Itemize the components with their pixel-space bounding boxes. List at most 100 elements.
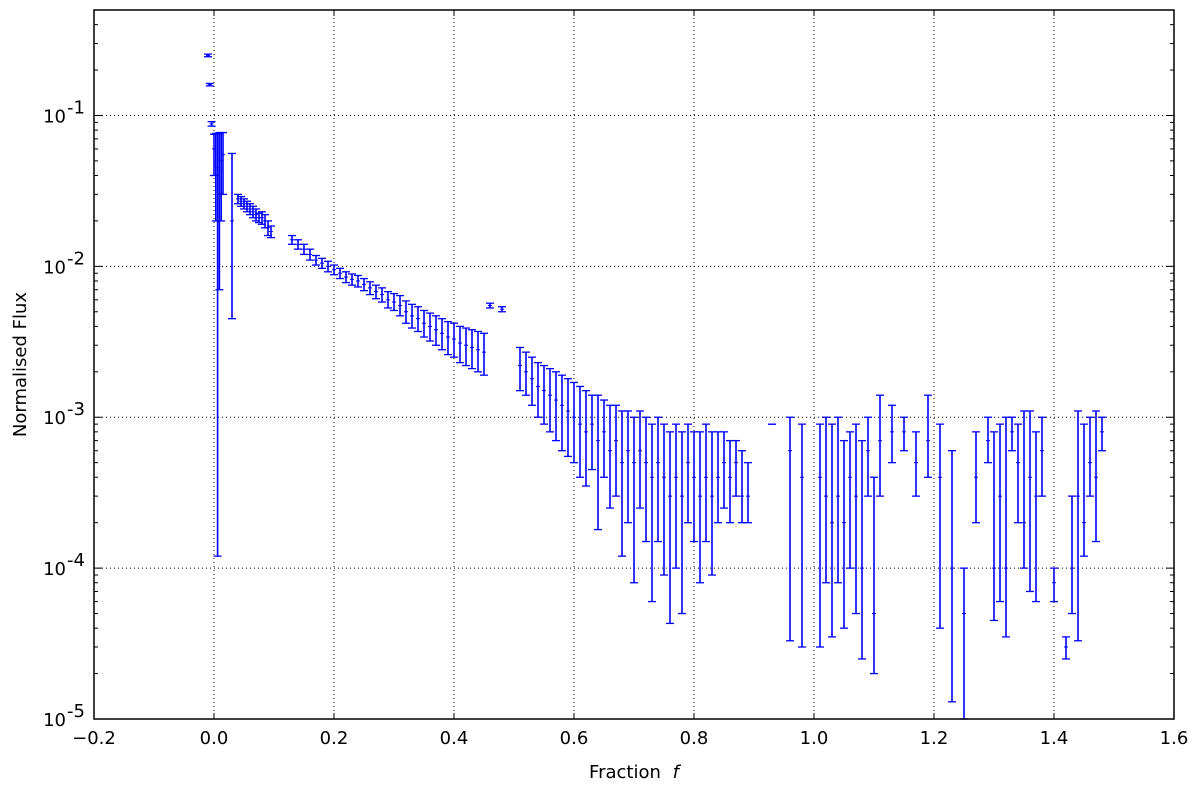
- errorbar-series: [204, 53, 1106, 720]
- errorbar-point: [624, 410, 632, 524]
- x-axis-label: Fraction f: [589, 762, 682, 783]
- errorbar-point: [1092, 410, 1100, 543]
- x-tick-label: 0.0: [200, 728, 229, 749]
- errorbar-point: [330, 264, 338, 276]
- errorbar-point: [312, 254, 320, 266]
- errorbar-point: [534, 362, 542, 418]
- errorbar-point: [672, 423, 680, 569]
- errorbar-point: [498, 306, 506, 313]
- errorbar-point: [360, 277, 368, 292]
- errorbar-point: [630, 416, 638, 584]
- errorbar-point: [858, 439, 866, 660]
- errorbar-point: [816, 423, 824, 648]
- errorbar-point: [576, 385, 584, 478]
- errorbar-point: [205, 82, 214, 87]
- errorbar-point: [876, 394, 884, 497]
- errorbar-point: [690, 431, 698, 543]
- errorbar-point: [402, 300, 410, 324]
- errorbar-point: [822, 416, 830, 584]
- errorbar-point: [474, 330, 482, 373]
- errorbar-point: [564, 378, 572, 458]
- errorbar-point: [738, 450, 746, 524]
- errorbar-point: [213, 132, 222, 557]
- errorbar-point: [1080, 423, 1088, 557]
- errorbar-point: [450, 322, 458, 358]
- errorbar-point: [600, 399, 608, 478]
- errorbar-point: [420, 309, 428, 338]
- errorbar-point: [1098, 416, 1106, 452]
- errorbar-point: [582, 390, 590, 487]
- errorbar-point: [516, 346, 524, 392]
- errorbar-point: [426, 312, 434, 342]
- errorbar-point: [396, 294, 404, 317]
- errorbar-point: [468, 329, 476, 370]
- errorbar-point: [588, 394, 596, 471]
- errorbar-point: [852, 423, 860, 615]
- errorbar-point: [936, 423, 944, 629]
- errorbar-point: [828, 423, 836, 638]
- errorbar-point: [720, 431, 728, 509]
- errorbar-point: [984, 416, 992, 464]
- errorbar-point: [546, 367, 554, 433]
- errorbar-point: [408, 303, 416, 329]
- errorbar-point: [336, 267, 344, 280]
- errorbar-point: [432, 315, 440, 346]
- plot-frame: [93, 9, 1175, 720]
- errorbar-point: [900, 416, 908, 452]
- errorbar-point: [558, 374, 566, 452]
- errorbar-point: [267, 225, 275, 239]
- errorbar-point: [318, 257, 326, 269]
- x-tick-label: 1.6: [1160, 728, 1189, 749]
- errorbar-point: [636, 410, 644, 509]
- errorbar-point: [522, 351, 530, 396]
- errorbar-point: [648, 423, 656, 603]
- errorbar-point: [870, 476, 878, 675]
- errorbar-point: [228, 152, 236, 320]
- errorbar-point: [456, 325, 464, 364]
- errorbar-point: [486, 302, 494, 309]
- y-tick-label: 10: [43, 106, 66, 127]
- errorbar-point: [480, 332, 488, 376]
- y-tick-label-exponent: -1: [67, 97, 85, 118]
- errorbar-point: [996, 423, 1004, 603]
- errorbar-point: [1014, 423, 1022, 524]
- errorbar-point: [414, 306, 422, 333]
- errorbar-point: [288, 234, 296, 245]
- axis-ticks: −0.2 0.0 0.2 0.4 0.6 0.8 1.0 1.2 1.4 1.610 -510 -41…: [43, 10, 1188, 749]
- errorbar-point: [744, 462, 752, 524]
- errorbar-point: [972, 431, 980, 524]
- errorbar-point: [1050, 567, 1058, 603]
- errorbar-point: [372, 284, 380, 300]
- x-tick-label: 0.4: [440, 728, 469, 749]
- errorbar-point: [1026, 410, 1034, 593]
- errorbar-point: [684, 423, 692, 524]
- errorbar-point: [204, 53, 212, 58]
- errorbar-point: [990, 431, 998, 622]
- errorbar-point: [864, 416, 872, 497]
- errorbar-point: [300, 243, 308, 256]
- errorbar-point: [594, 394, 602, 531]
- errorbar-point: [1032, 431, 1040, 603]
- errorbar-point: [696, 431, 704, 584]
- errorbar-point: [1062, 636, 1070, 660]
- errorbar-point: [834, 416, 842, 584]
- x-axis-label-text: Fraction: [589, 762, 661, 783]
- errorbar-point: [912, 431, 920, 497]
- x-tick-label: 1.2: [920, 728, 949, 749]
- errorbar-point: [540, 364, 548, 425]
- y-tick-label-exponent: -2: [67, 248, 85, 269]
- x-tick-label: 0.2: [320, 728, 349, 749]
- errorbar-point: [924, 394, 932, 478]
- errorbar-point: [384, 290, 392, 309]
- errorbar-point: [294, 239, 302, 250]
- y-tick-label-exponent: -5: [67, 701, 85, 722]
- errorbar-point: [660, 423, 668, 576]
- x-tick-label: 1.4: [1040, 728, 1069, 749]
- errorbar-point: [960, 567, 968, 720]
- errorbar-point: [798, 423, 806, 648]
- errorbar-point: [654, 416, 662, 543]
- x-axis-label-symbol: f: [673, 762, 682, 783]
- errorbar-point: [342, 271, 350, 284]
- x-tick-label: 0.8: [680, 728, 709, 749]
